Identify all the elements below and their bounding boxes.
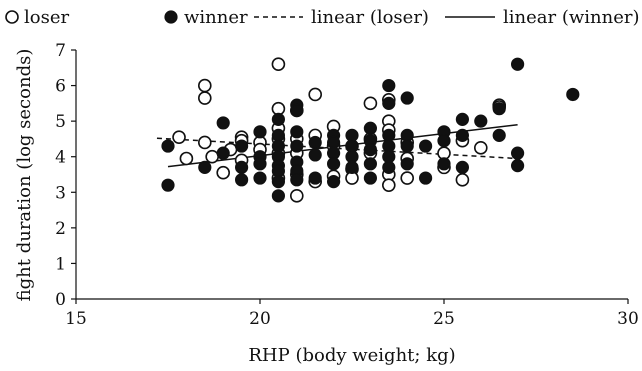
winner-point (290, 125, 304, 139)
x-tick-label: 25 (433, 309, 455, 329)
winner-point (198, 160, 212, 174)
winner-point (308, 135, 322, 150)
winner-point (382, 78, 396, 93)
winner-point (253, 157, 267, 171)
winner-point (400, 139, 414, 153)
loser-point (289, 189, 304, 203)
winner-point (290, 173, 304, 187)
y-axis-title: fight duration (log seconds) (14, 49, 35, 302)
winner-point (492, 102, 506, 116)
winner-point (437, 157, 451, 171)
loser-point (172, 130, 186, 144)
winner-point (235, 160, 249, 174)
winner-point (566, 87, 580, 102)
ticks: 0 1 2 3 4 5 6 7 15 20 25 30 (55, 41, 639, 329)
winner-point (308, 171, 322, 185)
winner-point (437, 134, 451, 148)
winner-point (455, 160, 469, 174)
loser-point (400, 171, 415, 185)
y-tick-label: 5 (55, 112, 66, 132)
loser-point (179, 151, 194, 166)
winner-point (382, 160, 396, 174)
winner-point (510, 57, 525, 71)
winner-point (345, 160, 359, 174)
winner-point (363, 121, 377, 135)
winner-point (510, 159, 525, 173)
winner-point (290, 103, 304, 118)
winner-point (308, 148, 322, 162)
winner-point (253, 125, 267, 139)
legend-linear-winner-label: linear (winner) (503, 7, 639, 28)
winner-point (235, 139, 249, 153)
x-axis-title: RHP (body weight; kg) (248, 345, 455, 366)
winner-point (455, 128, 469, 142)
winner-point (363, 157, 377, 171)
winner-point (363, 143, 377, 157)
winner-point (253, 171, 267, 185)
loser-point (198, 91, 212, 105)
winner-point (419, 171, 433, 185)
winner-point (455, 112, 469, 126)
y-tick-label: 3 (55, 183, 66, 203)
winner-point (474, 114, 488, 128)
winner-point (216, 116, 230, 130)
winner-point (510, 146, 525, 160)
loser-point (363, 96, 378, 111)
y-tick-label: 4 (55, 148, 66, 168)
winner-point (161, 178, 175, 192)
axes: RHP (body weight; kg) fight duration (lo… (14, 49, 628, 366)
winner-point (400, 91, 414, 105)
data-points (161, 57, 580, 203)
loser-point (198, 78, 212, 93)
y-tick-label: 2 (55, 219, 66, 239)
winner-point (271, 112, 285, 126)
y-tick-label: 0 (55, 290, 66, 310)
y-tick-label: 7 (55, 41, 66, 61)
winner-point (400, 157, 414, 171)
legend-winner-label: winner (184, 7, 248, 28)
loser-point (473, 141, 488, 155)
winner-point (216, 146, 230, 160)
winner-point (271, 175, 285, 189)
legend-linear-loser-label: linear (loser) (311, 7, 429, 28)
legend-loser-marker-icon (5, 10, 19, 24)
loser-point (216, 165, 230, 180)
winner-point (327, 157, 341, 171)
loser-point (455, 173, 470, 187)
legend: loser winner linear (loser) linear (winn… (5, 7, 639, 28)
x-tick-label: 30 (617, 309, 639, 329)
winner-point (327, 175, 341, 189)
y-tick-label: 6 (55, 77, 66, 97)
x-tick-label: 20 (249, 309, 271, 329)
winner-point (161, 139, 175, 153)
legend-loser-label: loser (24, 7, 69, 28)
winner-point (290, 139, 304, 153)
winner-point (363, 171, 377, 185)
loser-point (381, 178, 396, 192)
loser-point (271, 57, 286, 72)
loser-point (308, 87, 323, 102)
winner-point (271, 189, 285, 203)
y-tick-label: 1 (55, 254, 66, 274)
x-tick-label: 15 (65, 309, 87, 329)
winner-point (419, 139, 433, 153)
winner-point (235, 173, 249, 187)
loser-point (205, 149, 219, 164)
legend-winner-marker-icon (164, 10, 178, 24)
loser-point (198, 135, 212, 150)
winner-point (492, 128, 506, 142)
winner-point (382, 96, 396, 110)
